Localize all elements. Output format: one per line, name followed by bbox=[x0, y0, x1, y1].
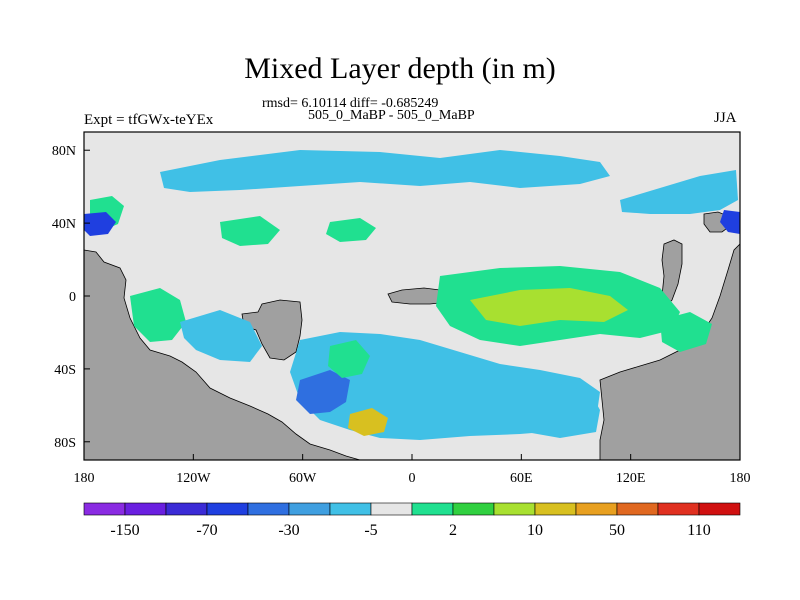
lon-tick-label: 60E bbox=[510, 471, 533, 486]
anomaly-blue-northeast bbox=[720, 210, 740, 234]
lon-tick-label: 120W bbox=[176, 471, 211, 486]
colorbar: -150 -70 -30 -5 2 10 50 110 bbox=[83, 502, 741, 539]
map-plot-area: 180 120W 60W 0 60E 120E 180 80N 40N 0 40S 80S bbox=[52, 131, 751, 486]
lon-tick-label: 180 bbox=[74, 471, 95, 486]
land-east-continent bbox=[599, 243, 741, 461]
anomaly-blue-northwest bbox=[84, 212, 116, 236]
anomaly-yellow-south bbox=[348, 408, 388, 436]
colorbar-label: 50 bbox=[609, 522, 625, 539]
anomaly-cyan-northeast bbox=[620, 170, 738, 214]
anomaly-cyan-southeast bbox=[512, 384, 600, 438]
lat-tick-label: 80S bbox=[54, 436, 76, 451]
lon-tick-label: 120E bbox=[616, 471, 646, 486]
land-west-continent bbox=[83, 249, 361, 461]
lon-tick-label: 180 bbox=[730, 471, 751, 486]
colorbar-label: -150 bbox=[110, 522, 139, 539]
colorbar-swatch bbox=[288, 502, 331, 516]
colorbar-label: -30 bbox=[278, 522, 299, 539]
axis-ticks: 180 120W 60W 0 60E 120E 180 80N 40N 0 40S 80S bbox=[52, 144, 751, 486]
colorbar-swatch bbox=[698, 502, 741, 516]
colorbar-swatch bbox=[616, 502, 659, 516]
colorbar-label: 2 bbox=[449, 522, 457, 539]
colorbar-swatch bbox=[124, 502, 167, 516]
colorbar-swatch bbox=[534, 502, 577, 516]
colorbar-swatch bbox=[247, 502, 290, 516]
colorbar-label: 110 bbox=[687, 522, 710, 539]
lat-tick-label: 40S bbox=[54, 363, 76, 378]
colorbar-label: -5 bbox=[364, 522, 377, 539]
lon-tick-label: 0 bbox=[409, 471, 416, 486]
colorbar-label: -70 bbox=[196, 522, 217, 539]
land-east-thin-strip bbox=[661, 239, 683, 307]
anomaly-cyan-west bbox=[180, 310, 262, 362]
colorbar-swatch bbox=[575, 502, 618, 516]
case-line: 505_0_MaBP - 505_0_MaBP bbox=[308, 108, 475, 123]
anomaly-green-south bbox=[328, 340, 370, 378]
colorbar-swatch bbox=[206, 502, 249, 516]
anomaly-patches bbox=[84, 150, 740, 440]
anomaly-blue-south-central bbox=[296, 370, 350, 414]
colorbar-swatch bbox=[370, 502, 413, 516]
experiment-label: Expt = tfGWx-teYEx bbox=[84, 112, 214, 128]
anomaly-green-cluster-north2 bbox=[326, 218, 376, 242]
lat-tick-label: 80N bbox=[52, 144, 76, 159]
land-central-block bbox=[241, 299, 303, 361]
colorbar-swatch bbox=[83, 502, 126, 516]
colorbar-swatch bbox=[411, 502, 454, 516]
figure-title: Mixed Layer depth (in m) bbox=[244, 52, 556, 85]
anomaly-green-west bbox=[130, 288, 186, 342]
anomaly-green-cluster-north bbox=[220, 216, 280, 246]
colorbar-swatch bbox=[452, 502, 495, 516]
colorbar-swatch bbox=[657, 502, 700, 516]
lat-tick-label: 40N bbox=[52, 217, 76, 232]
colorbar-swatch bbox=[165, 502, 208, 516]
season-label: JJA bbox=[714, 110, 737, 126]
lat-tick-label: 0 bbox=[69, 290, 76, 305]
anomaly-yellowgreen-mid bbox=[470, 288, 628, 326]
anomaly-green-east bbox=[660, 312, 712, 352]
lon-tick-label: 60W bbox=[289, 471, 317, 486]
colorbar-label: 10 bbox=[527, 522, 543, 539]
stats-line: rmsd= 6.10114 diff= -0.685249 bbox=[262, 96, 439, 111]
colorbar-swatch bbox=[329, 502, 372, 516]
colorbar-swatch bbox=[493, 502, 536, 516]
anomaly-cyan-band-north bbox=[160, 150, 610, 192]
land-masses bbox=[83, 211, 741, 461]
